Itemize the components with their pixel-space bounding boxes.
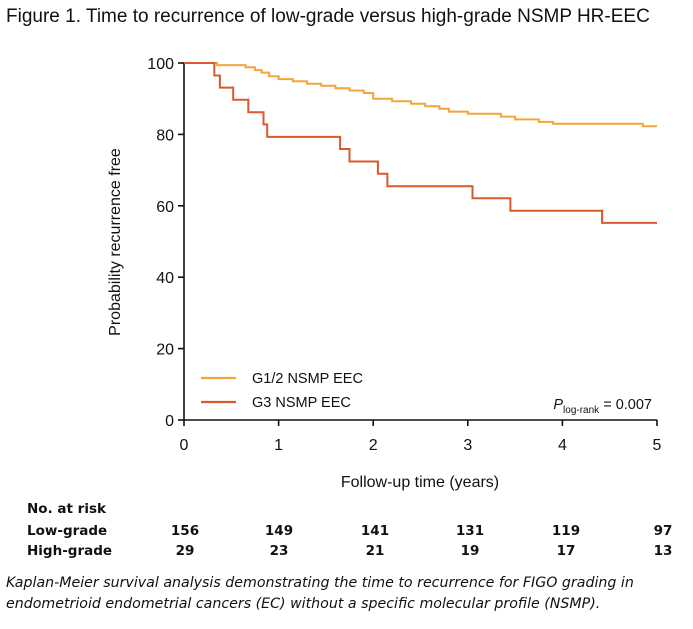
- legend-label: G3 NSMP EEC: [252, 395, 351, 411]
- risk-high-5: 13: [653, 543, 673, 559]
- y-tick-label: 60: [156, 199, 174, 216]
- risk-high-1: 23: [269, 543, 289, 559]
- km-curve-low-grade: [184, 62, 657, 128]
- y-tick-label: 0: [165, 413, 174, 430]
- legend: G1/2 NSMP EEC G3 NSMP EEC: [201, 371, 363, 411]
- legend-label: G1/2 NSMP EEC: [252, 371, 363, 387]
- risk-low-1: 149: [264, 523, 294, 539]
- x-tick-label: 5: [653, 437, 662, 454]
- y-tick-label: 20: [156, 342, 174, 359]
- risk-low-2: 141: [360, 523, 390, 539]
- x-tick-label: 2: [369, 437, 378, 454]
- p-value-text: = 0.007: [599, 397, 652, 413]
- km-curves: [184, 62, 657, 224]
- x-tick-label: 3: [463, 437, 472, 454]
- p-value-symbol: P: [553, 397, 563, 413]
- risk-high-2: 21: [365, 543, 385, 559]
- risk-high-4: 17: [556, 543, 576, 559]
- p-value-subscript: log-rank: [563, 405, 600, 416]
- x-tick-label: 0: [180, 437, 189, 454]
- risk-low-0: 156: [170, 523, 200, 539]
- y-tick-label: 40: [156, 270, 174, 287]
- risk-row-high-grade-label: High-grade: [27, 543, 113, 559]
- y-axis-label: Probability recurrence free: [107, 148, 124, 336]
- y-tick-label: 80: [156, 127, 174, 144]
- risk-high-3: 19: [460, 543, 480, 559]
- axes: 0 20 40 60 80 100 0 1 2 3 4 5: [147, 56, 661, 454]
- x-axis-label: Follow-up time (years): [341, 474, 499, 491]
- km-curve-high-grade: [184, 62, 657, 224]
- p-value-annotation: Plog-rank = 0.007: [553, 397, 652, 416]
- risk-high-0: 29: [175, 543, 195, 559]
- risk-low-3: 131: [455, 523, 485, 539]
- x-tick-label: 1: [274, 437, 283, 454]
- risk-low-5: 97: [653, 523, 673, 539]
- figure-title: Figure 1. Time to recurrence of low-grad…: [6, 6, 650, 27]
- risk-table-heading: No. at risk: [27, 501, 106, 517]
- x-tick-label: 4: [558, 437, 567, 454]
- y-tick-label: 100: [147, 56, 174, 73]
- km-chart: 0 20 40 60 80 100 0 1 2 3 4 5 G1/2 NSMP EEC G3 NSMP …: [107, 56, 662, 491]
- risk-low-4: 119: [551, 523, 581, 539]
- risk-row-low-grade-label: Low-grade: [27, 523, 108, 539]
- figure-caption: Kaplan-Meier survival analysis demonstra…: [6, 575, 634, 612]
